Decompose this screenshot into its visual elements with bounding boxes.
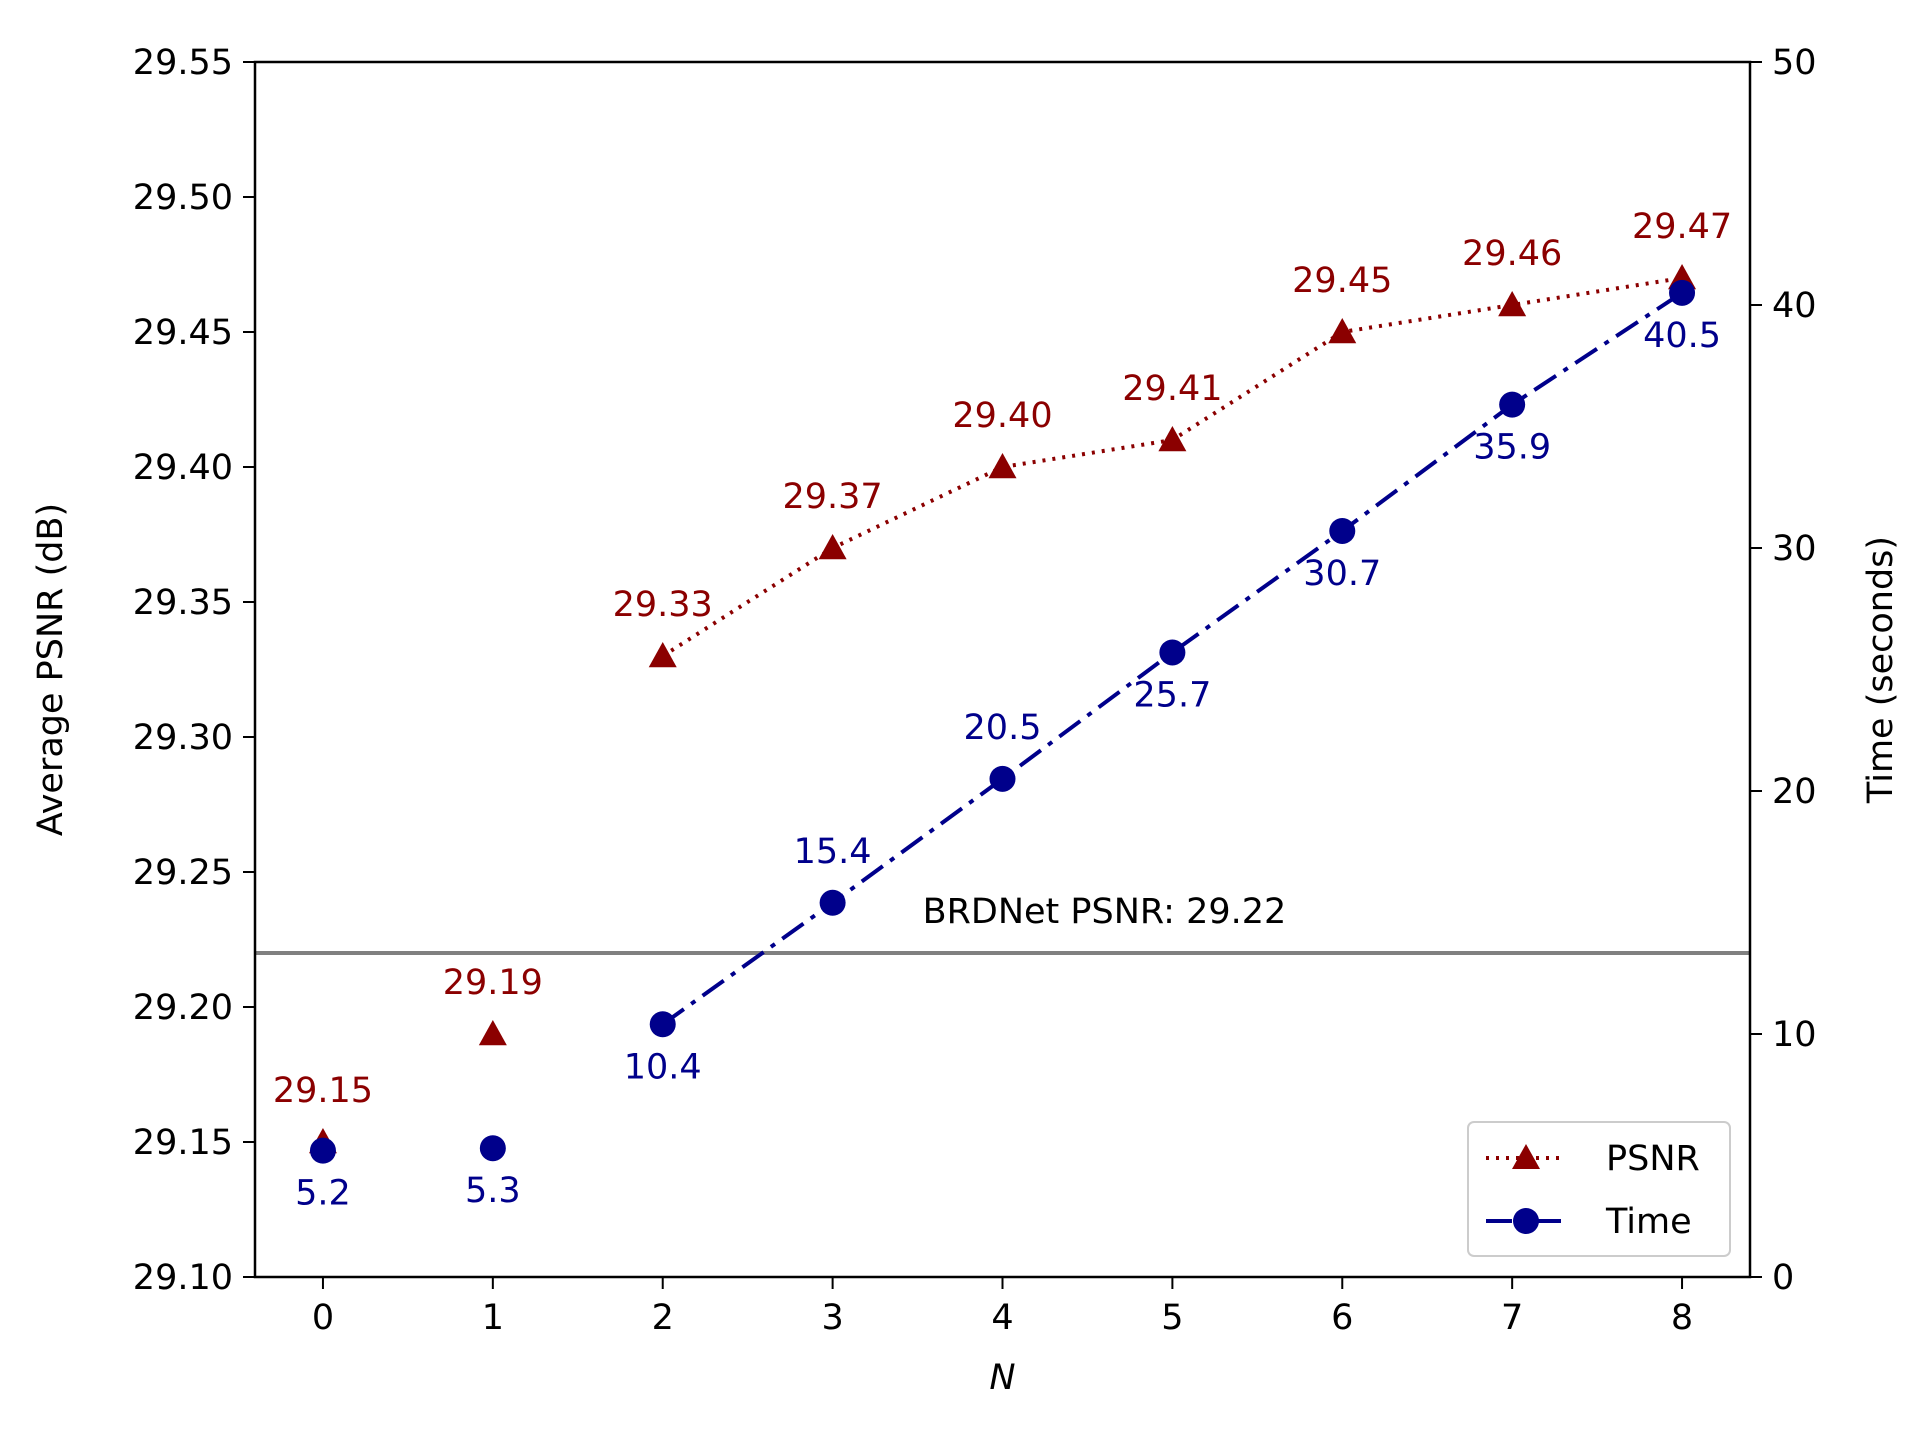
y-left-tick-label: 29.55 — [133, 43, 233, 83]
time-data-label: 5.3 — [465, 1171, 521, 1211]
x-tick-label: 6 — [1331, 1298, 1353, 1338]
legend-label: Time — [1605, 1202, 1692, 1242]
x-tick-label: 1 — [482, 1298, 504, 1338]
psnr-data-label: 29.33 — [613, 585, 713, 625]
legend-item-psnr: PSNR — [1486, 1139, 1700, 1179]
psnr-marker — [1498, 291, 1527, 317]
time-data-label: 20.5 — [964, 708, 1042, 748]
y-left-tick-label: 29.40 — [133, 448, 233, 488]
psnr-data-label: 29.37 — [783, 477, 883, 517]
time-marker — [989, 765, 1016, 792]
psnr-data-label: 29.45 — [1292, 261, 1392, 301]
time-marker — [479, 1135, 506, 1162]
series-time: 5.2 5.3 10.4 15.4 20.5 25.7 30.7 35.9 40.5 — [295, 279, 1721, 1214]
time-data-label: 25.7 — [1133, 675, 1211, 715]
time-data-label: 5.2 — [295, 1174, 351, 1214]
psnr-marker — [818, 534, 847, 560]
y-left-tick-label: 29.45 — [133, 313, 233, 353]
psnr-marker — [988, 453, 1017, 479]
legend-item-time: Time — [1486, 1202, 1692, 1242]
y-left-tick-label: 29.50 — [133, 178, 233, 218]
y-right-tick-label: 30 — [1772, 529, 1817, 569]
y-right-tick-label: 10 — [1772, 1015, 1817, 1055]
x-tick-label: 5 — [1161, 1298, 1183, 1338]
y-right-tick-label: 40 — [1772, 286, 1817, 326]
time-data-label: 35.9 — [1473, 428, 1551, 468]
series-group: 29.15 29.19 29.33 29.37 29.40 29.41 29.45 29.46… — [273, 207, 1732, 1214]
x-tick-label: 7 — [1501, 1298, 1523, 1338]
series-psnr: 29.15 29.19 29.33 29.37 29.40 29.41 29.45 29.46… — [273, 207, 1732, 1154]
y-right-tick-label: 20 — [1772, 772, 1817, 812]
x-tick-label: 2 — [652, 1298, 674, 1338]
psnr-data-label: 29.47 — [1632, 207, 1732, 247]
time-marker — [1159, 639, 1186, 666]
psnr-data-label: 29.15 — [273, 1071, 373, 1111]
y-axis-label-right: Time (seconds) — [1861, 536, 1901, 804]
legend: PSNR Time — [1467, 1121, 1731, 1257]
time-marker — [819, 889, 846, 916]
legend-marker — [1512, 1144, 1540, 1169]
time-data-label: 30.7 — [1303, 554, 1381, 594]
x-tick-label: 4 — [991, 1298, 1013, 1338]
y-right-tick-label: 50 — [1772, 43, 1817, 83]
psnr-marker — [478, 1020, 507, 1046]
x-axis-label: N — [989, 1358, 1015, 1398]
y-left-tick-label: 29.20 — [133, 988, 233, 1028]
time-marker — [1329, 517, 1356, 544]
time-data-label: 40.5 — [1643, 316, 1721, 356]
plot-area — [255, 62, 1750, 1277]
reference-line-label: BRDNet PSNR: 29.22 — [923, 892, 1287, 932]
psnr-marker — [648, 642, 677, 668]
y-axis-label-left: Average PSNR (dB) — [31, 503, 71, 836]
psnr-data-label: 29.41 — [1122, 369, 1222, 409]
x-tick-label: 3 — [821, 1298, 843, 1338]
psnr-data-label: 29.46 — [1462, 234, 1562, 274]
x-tick-label: 0 — [312, 1298, 334, 1338]
time-marker — [1499, 391, 1526, 418]
psnr-marker — [1158, 426, 1187, 452]
y-left-tick-label: 29.30 — [133, 718, 233, 758]
time-marker — [1669, 279, 1696, 306]
reference-line-group: BRDNet PSNR: 29.22 — [255, 892, 1750, 955]
legend-marker — [1513, 1208, 1539, 1234]
y-left-tick-label: 29.10 — [133, 1258, 233, 1298]
time-data-label: 10.4 — [624, 1047, 702, 1087]
y-left-tick-label: 29.25 — [133, 853, 233, 893]
axes-group: 0 1 2 3 4 5 6 7 8 29.10 29.15 29.20 29.25 29.30 29.35 2… — [133, 43, 1817, 1338]
time-data-label: 15.4 — [794, 832, 872, 872]
y-left-tick-label: 29.35 — [133, 583, 233, 623]
y-left-tick-label: 29.15 — [133, 1123, 233, 1163]
psnr-data-label: 29.40 — [952, 396, 1052, 436]
time-marker — [309, 1137, 336, 1164]
y-right-tick-label: 0 — [1772, 1258, 1794, 1298]
psnr-marker — [1328, 318, 1357, 344]
legend-label: PSNR — [1606, 1139, 1700, 1179]
x-tick-label: 8 — [1671, 1298, 1693, 1338]
time-marker — [649, 1011, 676, 1038]
psnr-data-label: 29.19 — [443, 963, 543, 1003]
